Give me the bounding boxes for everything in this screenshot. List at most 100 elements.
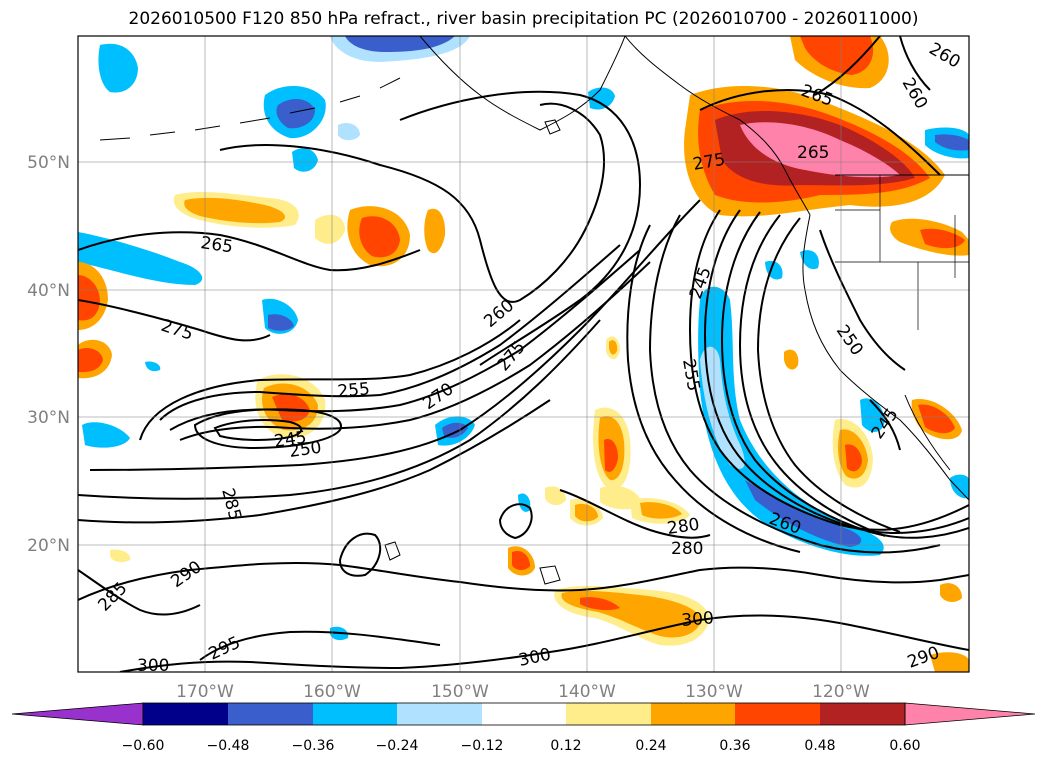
contour-label: 265	[199, 233, 234, 257]
shade-midpac3-red	[359, 216, 400, 258]
contour-label: 300	[137, 656, 169, 676]
island-hi	[384, 541, 401, 561]
shade-south-red	[580, 597, 620, 611]
contour-outer-255	[139, 319, 521, 441]
contour-jet1	[688, 209, 969, 531]
contour-jet7	[626, 224, 801, 553]
shade-ak-blue	[588, 87, 615, 110]
border-states1	[835, 175, 969, 330]
contour-260-north	[899, 36, 931, 91]
lon-label: 130°W	[685, 682, 743, 702]
shade-orange-f2	[609, 340, 618, 355]
aleutian-chain	[99, 77, 401, 141]
shade-sw-yellow	[110, 549, 131, 563]
contour-jet5	[756, 217, 901, 533]
contour-300	[119, 614, 969, 672]
shade-ep-lightblue	[700, 346, 745, 469]
contour-label: 265	[797, 143, 829, 163]
shade-north-red	[800, 36, 874, 75]
contour-260b	[399, 90, 642, 366]
shade-midpac4-orange	[424, 208, 446, 254]
contour-275-west	[78, 299, 271, 342]
shade-se-corner	[930, 652, 969, 672]
shade-cal-red	[845, 444, 862, 472]
lat-axis: 50°N 40°N 30°N 20°N	[27, 153, 70, 556]
shade-blue-155	[292, 148, 318, 172]
shade-mex-red	[512, 550, 530, 571]
colorbar-tick-label: −0.24	[376, 738, 419, 754]
grid-lines	[78, 36, 969, 672]
shade-west3-blue	[82, 422, 130, 448]
lon-label: 160°W	[303, 682, 361, 702]
contour-290	[78, 561, 461, 601]
colorbar-segment	[735, 703, 820, 725]
colorbar-tick-label: −0.12	[461, 738, 504, 754]
contour-jet4	[738, 214, 886, 537]
shade-west2-red	[78, 348, 103, 373]
contour-loop-sw2	[498, 503, 533, 540]
colorbar-tick-label: 0.24	[635, 738, 666, 754]
coast-alaska-pan	[624, 36, 741, 121]
contour-label: 280	[666, 515, 701, 539]
contour-big-loop1	[159, 244, 621, 421]
shade-ep-blue-band	[698, 286, 884, 556]
colorbar-tick-label: 0.60	[889, 738, 920, 754]
map-title: 2026010500 F120 850 hPa refract., river …	[128, 9, 919, 29]
colorbar-extend-left	[11, 702, 144, 726]
lat-label: 50°N	[27, 153, 70, 173]
contour-265-ne	[814, 36, 881, 96]
colorbar-segment	[482, 703, 566, 725]
lat-label: 20°N	[27, 536, 70, 556]
lon-label: 150°W	[431, 682, 489, 702]
shade-nw-blue	[98, 43, 138, 93]
contour-layer	[78, 36, 969, 672]
shade-midpac-orange	[184, 197, 285, 224]
shade-262-dark	[268, 314, 294, 331]
colorbar-tick-label: 0.12	[550, 738, 581, 754]
contour-jet3	[720, 211, 969, 539]
coast-west-us	[802, 214, 969, 501]
shade-cal-blue	[860, 398, 885, 432]
contour-jet6	[648, 214, 941, 554]
colorbar-extend-right	[904, 702, 1036, 726]
contour-295	[199, 630, 441, 661]
lon-label: 140°W	[558, 682, 616, 702]
coastline-layer	[99, 36, 969, 585]
contour-285-left	[78, 569, 201, 616]
shade-pnw-pink	[740, 122, 900, 178]
colorbar-tick-label: 0.48	[804, 738, 835, 754]
colorbar-tick-label: 0.36	[719, 738, 750, 754]
contour-label: 245	[273, 428, 308, 452]
colorbar-segment	[397, 703, 482, 725]
contour-275-mid	[78, 319, 601, 500]
shade-orange-g	[784, 349, 799, 370]
shade-ore-red	[920, 228, 965, 249]
contour-280-south	[559, 489, 711, 539]
shade-baja-red	[918, 404, 955, 434]
contour-label: 250	[288, 438, 323, 462]
shade-se-blue	[950, 474, 969, 499]
contour-inner-245	[213, 419, 303, 441]
shade-blue-small2	[145, 361, 161, 372]
colorbar-segment	[820, 703, 905, 725]
lon-label: 170°W	[176, 682, 234, 702]
lat-label: 30°N	[27, 408, 70, 428]
contour-jet2	[703, 209, 969, 534]
shade-hi-blue-dark	[442, 422, 468, 438]
shade-west-red	[78, 275, 100, 321]
colorbar-tick-label: −0.60	[122, 738, 165, 754]
contour-inner-250	[193, 408, 342, 450]
coast-alaska	[419, 36, 626, 131]
colorbar-segment	[566, 703, 651, 725]
lon-axis: 170°W 160°W 150°W 140°W 130°W 120°W	[176, 682, 870, 702]
shade-ep-blue-n2	[800, 250, 819, 270]
colorbar-segment	[313, 703, 397, 725]
contour-label: 255	[337, 379, 371, 402]
contour-label: 300	[681, 608, 715, 631]
colorbar-segment	[651, 703, 735, 725]
contour-280-arc	[78, 399, 551, 524]
colorbar: −0.60 −0.48 −0.36 −0.24 −0.12 0.12 0.24 …	[11, 702, 1036, 754]
lon-label: 120°W	[812, 682, 870, 702]
shade-aleutian2-dark	[276, 98, 315, 129]
